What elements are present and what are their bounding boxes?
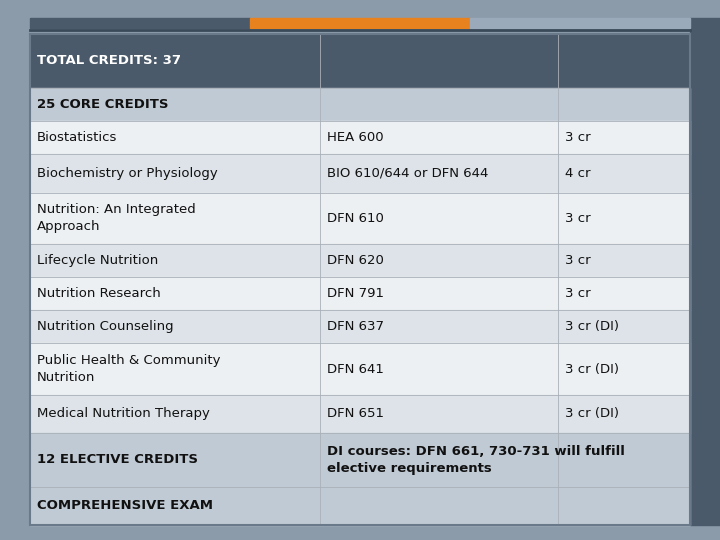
Text: DFN 651: DFN 651 [328,407,384,420]
Bar [30,154,690,193]
Bar [690,18,720,525]
Text: Biochemistry or Physiology: Biochemistry or Physiology [37,167,217,180]
Bar [30,487,690,525]
Bar [30,395,690,433]
Text: Biostatistics: Biostatistics [37,131,117,144]
Text: 3 cr: 3 cr [565,287,590,300]
Text: 3 cr (DI): 3 cr (DI) [565,407,619,420]
Text: BIO 610/644 or DFN 644: BIO 610/644 or DFN 644 [328,167,489,180]
Text: HEA 600: HEA 600 [328,131,384,144]
Text: Medical Nutrition Therapy: Medical Nutrition Therapy [37,407,210,420]
Bar [30,18,250,28]
Text: 3 cr: 3 cr [565,212,590,225]
Bar [30,193,690,244]
Text: DI courses: DFN 661, 730-731 will fulfill
elective requirements: DI courses: DFN 661, 730-731 will fulfil… [328,445,625,475]
Bar [30,244,690,277]
Text: DFN 791: DFN 791 [328,287,384,300]
Bar [30,433,690,487]
Text: Nutrition Research: Nutrition Research [37,287,161,300]
Text: DFN 637: DFN 637 [328,320,384,333]
Text: 3 cr: 3 cr [565,131,590,144]
Bar [250,18,470,28]
Text: Lifecycle Nutrition: Lifecycle Nutrition [37,254,158,267]
Text: Nutrition Counseling: Nutrition Counseling [37,320,174,333]
Text: 3 cr (DI): 3 cr (DI) [565,320,619,333]
Bar [30,34,690,87]
Bar [30,310,690,343]
Text: 3 cr (DI): 3 cr (DI) [565,362,619,375]
Text: DFN 641: DFN 641 [328,362,384,375]
Text: TOTAL CREDITS: 37: TOTAL CREDITS: 37 [37,55,181,68]
Text: DFN 610: DFN 610 [328,212,384,225]
Text: 25 CORE CREDITS: 25 CORE CREDITS [37,98,168,111]
Bar [30,343,690,395]
Text: DFN 620: DFN 620 [328,254,384,267]
Text: 3 cr: 3 cr [565,254,590,267]
Text: Public Health & Community
Nutrition: Public Health & Community Nutrition [37,354,220,384]
Text: Nutrition: An Integrated
Approach: Nutrition: An Integrated Approach [37,204,196,233]
Bar [470,18,690,28]
Text: COMPREHENSIVE EXAM: COMPREHENSIVE EXAM [37,500,213,512]
Text: 12 ELECTIVE CREDITS: 12 ELECTIVE CREDITS [37,453,198,466]
Bar [30,87,690,121]
Bar [30,277,690,310]
Bar [30,121,690,154]
Text: 4 cr: 4 cr [565,167,590,180]
